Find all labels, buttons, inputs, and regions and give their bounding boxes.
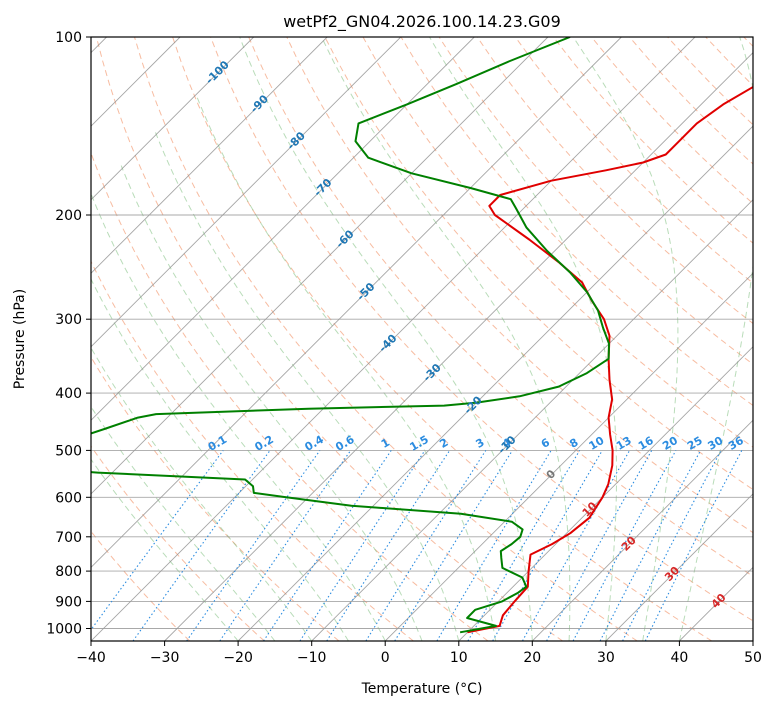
- dry-adiabat: [324, 37, 753, 491]
- dry-adiabat: [514, 37, 753, 284]
- x-tick-label: −10: [297, 650, 327, 666]
- dry-adiabat: [91, 445, 265, 641]
- axes-group: −40 −30 −20 −10 0 10 20 30 40 50 100 200 300 400 500 60…: [46, 30, 762, 666]
- x-tick-label: −30: [150, 650, 180, 666]
- isotherm-line: [605, 493, 753, 641]
- isotherm-line: [237, 125, 753, 641]
- y-tick-label: 300: [55, 312, 82, 328]
- moist-adiabat: [429, 37, 617, 641]
- isotherm-line: [91, 37, 549, 495]
- mixing-ratio-line: [219, 450, 352, 641]
- isotherm-line: [164, 51, 753, 641]
- y-tick-label: 1000: [46, 622, 82, 638]
- y-tick-label: 600: [55, 490, 82, 506]
- x-tick-label: 50: [744, 650, 762, 666]
- isotherm-line: [91, 37, 622, 569]
- dry-adiabat: [286, 37, 753, 534]
- isotherm-line: [311, 199, 753, 641]
- mixing-ratio-line: [572, 450, 677, 641]
- dry-adiabat: [248, 37, 753, 577]
- moist-adiabat: [91, 194, 386, 641]
- moist-adiabat: [321, 37, 571, 641]
- y-tick-label: 800: [55, 564, 82, 580]
- x-axis-label: Temperature (°C): [361, 681, 483, 697]
- x-tick-label: 20: [523, 650, 541, 666]
- isotherm-line: [91, 37, 255, 201]
- y-tick-label: 500: [55, 443, 82, 459]
- y-tick-label: 900: [55, 594, 82, 610]
- y-tick-label: 200: [55, 208, 82, 224]
- mixing-ratio-line: [644, 450, 743, 641]
- moist-adiabat: [239, 37, 533, 641]
- isotherm-line: [91, 37, 475, 421]
- mixing-ratio-line: [299, 450, 426, 641]
- isotherm-line: [91, 37, 402, 348]
- moist-adiabat: [572, 37, 679, 641]
- isotherm-line: [91, 37, 328, 274]
- y-tick-label: 400: [55, 386, 82, 402]
- y-tick-label: 100: [55, 30, 82, 46]
- moist-adiabat: [91, 405, 276, 641]
- mixing-ratio-line: [263, 450, 392, 641]
- plot-background: [91, 37, 753, 641]
- series-group: [91, 37, 753, 634]
- mixing-ratio-line: [186, 450, 321, 641]
- x-tick-label: 10: [450, 650, 468, 666]
- dry-adiabat: [172, 37, 713, 641]
- moist-adiabat: [195, 94, 497, 641]
- isotherm-line: [91, 37, 696, 641]
- dry-adiabat: [91, 356, 340, 641]
- background-lines: [91, 37, 753, 641]
- mixing-ratio-line: [394, 450, 513, 641]
- moist-adiabat: [120, 165, 423, 641]
- dewpoint-profile-line: [91, 37, 610, 634]
- moist-adiabat: [91, 458, 239, 641]
- x-tick-label: 40: [670, 650, 688, 666]
- moist-adiabat: [91, 346, 313, 641]
- dry-adiabat: [210, 37, 753, 622]
- isotherm-line: [531, 419, 753, 641]
- dry-adiabat: [134, 37, 638, 641]
- x-tick-label: −40: [76, 650, 106, 666]
- dry-adiabat: [91, 260, 414, 641]
- chart-title: wetPf2_GN04.2026.100.14.23.G09: [283, 12, 561, 32]
- y-tick-label: 700: [55, 530, 82, 546]
- plot-frame: [90, 36, 754, 642]
- x-tick-label: −20: [223, 650, 253, 666]
- x-tick-label: 30: [597, 650, 615, 666]
- mixing-ratio-line: [132, 450, 271, 641]
- y-axis-label: Pressure (hPa): [12, 289, 28, 389]
- x-tick-label: 0: [381, 650, 390, 666]
- mixing-ratio-line: [91, 450, 224, 631]
- moist-adiabat: [678, 37, 753, 641]
- mixing-ratio-line: [326, 450, 451, 641]
- mixing-ratio-line: [546, 450, 653, 641]
- isotherm-line: [384, 272, 753, 641]
